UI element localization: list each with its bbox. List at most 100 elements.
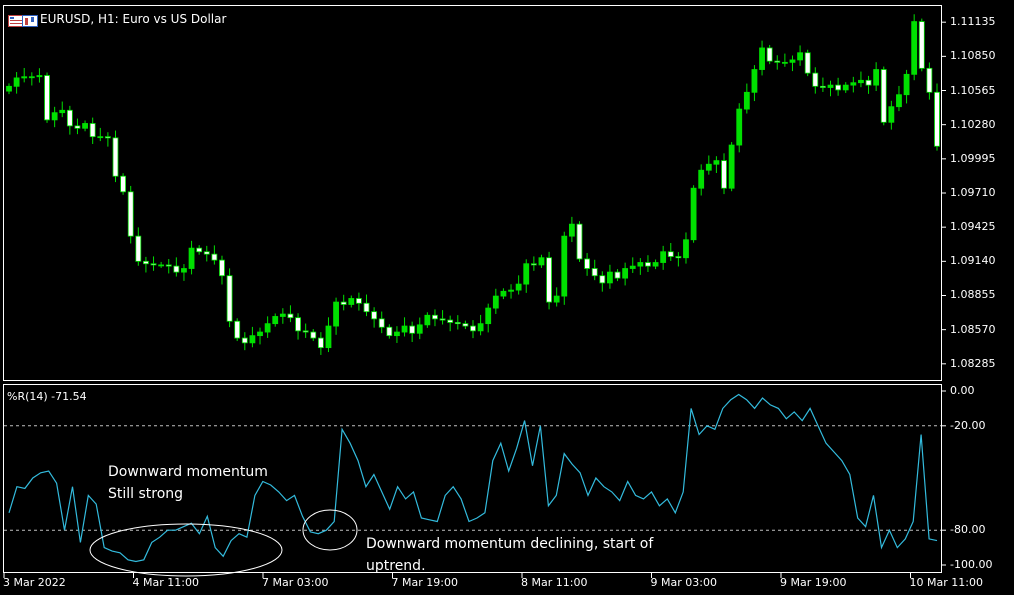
candle <box>394 326 400 343</box>
time-tick-label: 7 Mar 19:00 <box>391 576 458 589</box>
price-tick-label: 1.10850 <box>950 49 996 63</box>
candle <box>629 257 636 273</box>
time-tick-label: 8 Mar 11:00 <box>521 576 588 589</box>
candle <box>721 153 727 195</box>
annotation-reversal-line-1: Downward momentum declining, start of <box>366 536 654 552</box>
candle <box>698 164 705 196</box>
candle <box>432 309 438 327</box>
candle <box>356 292 362 311</box>
candle <box>477 314 484 336</box>
candle <box>903 69 910 104</box>
price-axis-ticks <box>941 21 946 365</box>
candle <box>781 53 788 67</box>
candle <box>59 101 66 118</box>
annotation-downward-line-1: Downward momentum <box>108 464 268 480</box>
candle <box>165 259 172 274</box>
indicator-list-icon[interactable] <box>22 12 38 27</box>
indicator-panel-frame <box>3 384 942 573</box>
candle <box>546 251 552 310</box>
wpr-axis-ticks <box>941 390 946 566</box>
candle <box>127 185 134 244</box>
candle <box>911 14 918 81</box>
candle <box>797 45 803 66</box>
candle <box>158 261 165 268</box>
price-tick-label: 1.10280 <box>950 117 996 131</box>
candle <box>842 82 849 93</box>
candle <box>584 253 590 276</box>
candle <box>728 142 735 192</box>
candle <box>74 118 81 135</box>
candle <box>219 255 225 285</box>
candle <box>203 245 210 262</box>
price-tick-label: 1.08285 <box>950 356 996 370</box>
candle <box>759 40 765 76</box>
candle <box>279 308 286 324</box>
candle <box>378 311 385 334</box>
annotation-downward-line-2: Still strong <box>108 486 184 502</box>
price-tick-label: 1.09425 <box>950 220 996 234</box>
candle <box>880 66 887 126</box>
price-tick-label: 1.09995 <box>950 151 996 165</box>
candle <box>66 105 73 135</box>
candle <box>918 18 925 72</box>
candle <box>241 332 248 351</box>
price-tick-label: 1.08570 <box>950 322 996 336</box>
candle <box>926 62 933 100</box>
candle <box>21 67 28 83</box>
candle <box>736 103 743 153</box>
price-tick-label: 1.08855 <box>950 288 996 302</box>
candle <box>424 312 431 328</box>
candle <box>523 259 530 293</box>
candle <box>454 315 461 330</box>
candle <box>363 294 370 317</box>
candle <box>751 65 758 102</box>
candle <box>538 254 545 268</box>
time-tick-label: 4 Mar 11:00 <box>132 576 199 589</box>
candle <box>500 288 507 300</box>
wpr-level-lines <box>4 425 941 531</box>
candle <box>622 262 629 286</box>
price-tick-label: 1.09710 <box>950 186 996 199</box>
candle <box>226 268 233 328</box>
candle <box>234 318 241 342</box>
candle <box>416 317 423 340</box>
candle <box>272 313 279 327</box>
candle <box>599 271 606 292</box>
price-tick-label: 1.11135 <box>950 15 996 29</box>
candle <box>743 83 750 114</box>
candle <box>120 173 126 195</box>
candle <box>6 83 12 95</box>
wpr-tick-label: -80.00 <box>950 523 986 537</box>
annotation-ellipse-reversal <box>302 509 358 551</box>
candle <box>348 295 355 308</box>
annotation-ellipse-downward <box>89 523 283 577</box>
candle <box>530 256 537 271</box>
candle <box>188 240 195 275</box>
candle <box>812 67 819 94</box>
candle <box>637 258 644 275</box>
candle <box>13 72 20 94</box>
candle <box>386 324 393 339</box>
candle <box>591 259 598 281</box>
candle <box>333 297 339 335</box>
candle <box>683 232 689 264</box>
candle <box>150 256 157 271</box>
candle <box>660 245 667 270</box>
candle <box>705 155 712 175</box>
wpr-tick-label: -100.00 <box>950 558 993 571</box>
candle <box>508 284 514 299</box>
wpr-tick-label: -20.00 <box>950 418 986 432</box>
candle <box>850 76 857 93</box>
price-tick-label: 1.10565 <box>950 83 996 97</box>
candle <box>645 255 651 272</box>
candle <box>827 80 834 97</box>
candle <box>774 55 781 70</box>
candle <box>112 130 119 183</box>
candle <box>667 242 674 261</box>
time-tick-label: 9 Mar 19:00 <box>780 576 847 589</box>
candle <box>173 257 180 277</box>
candle <box>325 317 332 353</box>
indicator-title: %R(14) -71.54 <box>7 390 87 403</box>
candle <box>287 305 294 323</box>
